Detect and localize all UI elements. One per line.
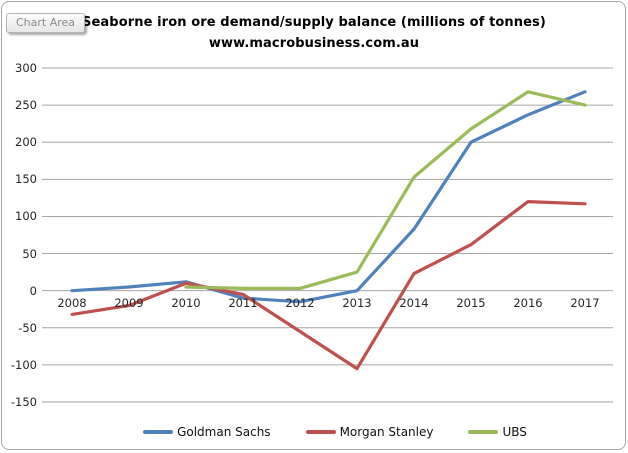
chart-title: Seaborne iron ore demand/supply balance … bbox=[82, 15, 546, 30]
x-axis-label: 2015 bbox=[456, 296, 486, 310]
series-line-morgan-stanley[interactable] bbox=[70, 200, 587, 371]
legend: Goldman Sachs Morgan Stanley UBS bbox=[21, 423, 628, 441]
series-line-ubs[interactable] bbox=[184, 90, 587, 290]
y-axis-label: 150 bbox=[15, 172, 37, 187]
chart-area-tooltip: Chart Area bbox=[6, 13, 86, 33]
legend-swatch-goldman-sachs bbox=[143, 430, 174, 434]
y-axis-label: 250 bbox=[15, 98, 37, 113]
series-line-goldman-sachs[interactable] bbox=[70, 90, 587, 304]
y-axis-label: 100 bbox=[15, 209, 37, 224]
x-axis-label: 2014 bbox=[399, 296, 429, 310]
chart-title-block: Seaborne iron ore demand/supply balance … bbox=[0, 12, 628, 54]
x-axis-label: 2012 bbox=[285, 296, 315, 310]
x-axis-label: 2009 bbox=[114, 296, 144, 310]
x-axis-label: 2016 bbox=[513, 296, 543, 310]
y-axis-label: 300 bbox=[15, 61, 37, 75]
x-axis-label: 2011 bbox=[228, 296, 258, 310]
legend-swatch-ubs bbox=[468, 430, 499, 434]
x-axis-label: 2013 bbox=[342, 296, 372, 310]
y-axis-label: -50 bbox=[18, 320, 37, 335]
legend-item-ubs[interactable]: UBS bbox=[468, 425, 527, 439]
chart-subtitle: www.macrobusiness.com.au bbox=[208, 36, 420, 51]
legend-swatch-morgan-stanley bbox=[305, 430, 336, 434]
legend-label: Morgan Stanley bbox=[339, 425, 434, 439]
legend-item-goldman-sachs[interactable]: Goldman Sachs bbox=[143, 425, 271, 439]
x-axis-label: 2017 bbox=[570, 296, 600, 310]
legend-label: Goldman Sachs bbox=[177, 425, 271, 439]
y-axis-label: -150 bbox=[10, 395, 37, 409]
x-axis-label: 2010 bbox=[171, 296, 201, 310]
y-axis-label: 0 bbox=[29, 283, 37, 298]
legend-item-morgan-stanley[interactable]: Morgan Stanley bbox=[305, 425, 434, 439]
x-axis-label: 2008 bbox=[57, 296, 87, 310]
legend-label: UBS bbox=[502, 425, 527, 439]
y-axis-label: 50 bbox=[22, 246, 37, 261]
y-axis-label: -100 bbox=[10, 357, 37, 372]
y-axis-label: 200 bbox=[15, 135, 37, 150]
